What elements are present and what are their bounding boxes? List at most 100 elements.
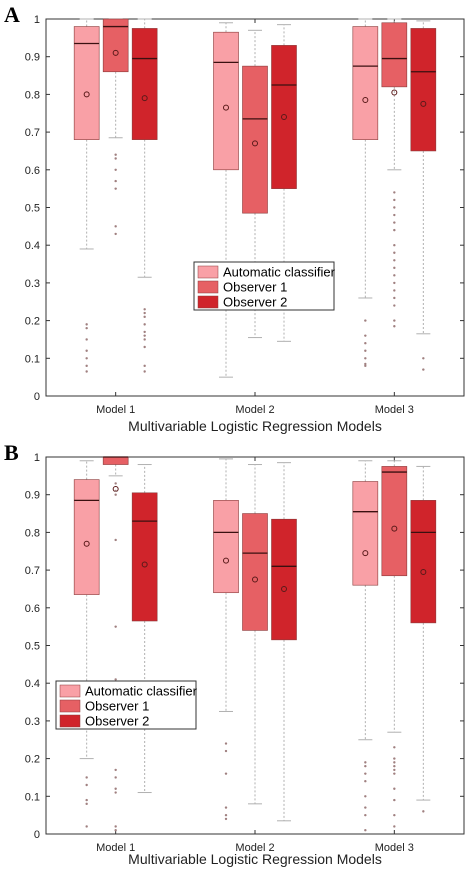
outlier-point [143, 308, 146, 311]
outlier-point [114, 625, 117, 628]
outlier-point [114, 825, 117, 828]
outlier-point [393, 259, 396, 262]
outlier-point [143, 315, 146, 319]
outlier-point [364, 806, 367, 809]
y-tick-label: 0.2 [25, 316, 40, 328]
y-tick-label: 0.2 [25, 754, 40, 766]
y-tick-label: 0.9 [25, 490, 40, 502]
legend-swatch [197, 280, 219, 294]
outlier-point [393, 213, 396, 217]
outlier-point [364, 764, 367, 768]
mean-marker [391, 89, 398, 96]
outlier-point [143, 370, 146, 373]
box-observer2-model-1 [131, 18, 158, 373]
y-tick-label: 0.6 [25, 603, 40, 615]
mean-marker [112, 49, 119, 56]
y-tick-label: 0.4 [25, 240, 40, 252]
outlier-point [422, 810, 425, 813]
y-tick-label: 1 [34, 14, 40, 26]
x-axis-title: Multivariable Logistic Regression Models [128, 851, 382, 867]
panel-letter: B [4, 440, 19, 465]
outlier-point [393, 757, 396, 760]
outlier-point [224, 817, 228, 821]
outlier-point [85, 370, 88, 373]
outlier-point [364, 349, 367, 352]
legend-swatch [59, 699, 81, 713]
outlier-point [364, 813, 367, 817]
outlier-point [422, 357, 425, 360]
outlier-point [393, 764, 396, 768]
legend-entry: Observer 2 [85, 714, 149, 729]
box-automatic-model-3 [352, 18, 379, 368]
box-iqr [131, 492, 158, 622]
mean-marker [420, 100, 427, 107]
outlier-point [393, 761, 396, 764]
box-iqr [271, 45, 297, 189]
outlier-point [393, 772, 396, 775]
legend-swatch [197, 295, 219, 309]
y-tick-label: 0.5 [25, 641, 40, 653]
x-tick-label: Model 2 [235, 842, 274, 854]
y-tick-label: 0.3 [25, 278, 40, 290]
outlier-point [114, 225, 117, 228]
outlier-point [393, 198, 396, 202]
box-automatic-model-1 [73, 460, 100, 828]
box-observer2-model-2 [271, 462, 297, 822]
mean-marker [252, 140, 258, 147]
outlier-point [143, 364, 146, 368]
mean-marker [83, 540, 90, 547]
outlier-point [114, 791, 117, 794]
legend-entry: Automatic classifier [223, 265, 336, 280]
outlier-point [393, 825, 396, 828]
outlier-point [85, 783, 88, 787]
outlier-point [85, 364, 88, 368]
x-axis-title: Multivariable Logistic Regression Models [128, 418, 382, 434]
outlier-point [114, 678, 117, 681]
box-automatic-model-2 [213, 22, 239, 378]
y-tick-label: 0.7 [25, 565, 40, 577]
x-tick-label: Model 2 [235, 404, 274, 416]
box-iqr [73, 479, 100, 595]
box-iqr [102, 18, 129, 73]
outlier-point [224, 749, 228, 753]
legend-swatch [59, 684, 81, 698]
y-tick-label: 1 [34, 452, 40, 464]
box-iqr [271, 518, 297, 641]
outlier-point [364, 761, 367, 764]
box-observer1-model-1 [102, 456, 129, 832]
outlier-point [393, 251, 396, 254]
outlier-point [393, 221, 396, 224]
outlier-point [85, 798, 88, 802]
y-tick-label: 0 [34, 829, 40, 841]
box-observer2-model-3 [410, 20, 437, 371]
outlier-point [393, 319, 396, 322]
box-observer2-model-1 [131, 464, 158, 794]
outlier-point [143, 345, 146, 349]
outlier-point [224, 742, 228, 745]
outlier-point [85, 338, 88, 341]
outlier-point [114, 787, 117, 790]
mean-marker [281, 114, 287, 121]
outlier-point [364, 334, 367, 337]
outlier-point [393, 798, 396, 802]
outlier-point [114, 768, 117, 772]
legend-entry: Observer 2 [223, 295, 287, 310]
outlier-point [114, 538, 117, 542]
outlier-point [393, 746, 396, 749]
box-observer1-model-1 [102, 18, 129, 236]
box-iqr [242, 65, 268, 214]
chart-panel-b: B 0 0.1 0.2 0.3 0.4 0.5 0.6 0.7 0.8 0.9 1 Model 1 Mod… [4, 440, 465, 867]
outlier-point [143, 338, 146, 341]
y-tick-label: 0.8 [25, 527, 40, 539]
y-tick-label: 0.5 [25, 203, 40, 215]
mean-marker [391, 525, 398, 532]
y-tick-label: 0.1 [25, 353, 40, 365]
outlier-point [114, 157, 117, 160]
outlier-point [364, 357, 367, 360]
outlier-point [114, 179, 117, 183]
outlier-point [393, 266, 396, 270]
outlier-point [393, 296, 396, 300]
box-automatic-model-3 [352, 460, 379, 832]
